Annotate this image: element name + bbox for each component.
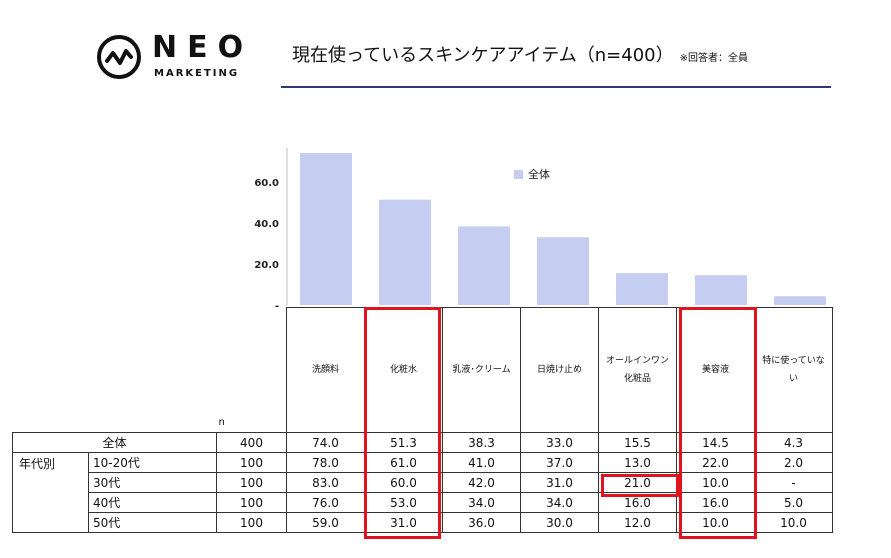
column-header: 日焼け止め xyxy=(520,307,599,433)
bar xyxy=(774,296,826,305)
table-row-total: 全体 400 74.0 51.3 38.3 33.0 15.5 14.5 4.3 xyxy=(12,432,833,453)
cell-value: 10.0 xyxy=(754,512,833,533)
logo-subtitle: MARKETING xyxy=(154,68,240,79)
title-note: ※回答者：全員 xyxy=(679,53,748,64)
cell-value: 13.0 xyxy=(598,452,677,473)
chart-legend: 全体 xyxy=(514,167,550,181)
cell-value: 38.3 xyxy=(442,432,521,453)
title-divider xyxy=(281,86,831,88)
cell-n: 400 xyxy=(216,432,287,453)
table-row: 30代 100 83.0 60.0 42.0 31.0 21.0 10.0 - xyxy=(13,472,833,493)
y-tick-label: 60.0 xyxy=(254,178,279,189)
cell-value: 41.0 xyxy=(442,452,521,473)
neo-marketing-logo: NEO MARKETING xyxy=(96,30,266,84)
row-label: 30代 xyxy=(88,472,217,493)
legend-swatch xyxy=(514,170,523,179)
cell-value: 33.0 xyxy=(520,432,599,453)
cell-value: 74.0 xyxy=(286,432,365,453)
row-label: 50代 xyxy=(88,512,217,533)
legend-label: 全体 xyxy=(528,167,550,181)
cell-value: 42.0 xyxy=(442,472,521,493)
cell-value: 2.0 xyxy=(754,452,833,473)
cell-value: 78.0 xyxy=(286,452,365,473)
bar xyxy=(379,199,431,305)
header-n: n xyxy=(216,307,287,433)
cell-value: 53.0 xyxy=(364,492,443,513)
cell-value: 10.0 xyxy=(676,512,755,533)
cell-n: 100 xyxy=(216,472,287,493)
column-header: 洗顔料 xyxy=(286,307,365,433)
cell-value: 36.0 xyxy=(442,512,521,533)
results-table: n 洗顔料 化粧水 乳液･クリーム 日焼け止め オールインワン化粧品 美容液 特… xyxy=(12,307,833,533)
bar xyxy=(300,153,352,305)
cell-n: 100 xyxy=(216,452,287,473)
y-tick-label: 20.0 xyxy=(254,260,279,271)
cell-value: 16.0 xyxy=(598,492,677,513)
cell-value: 51.3 xyxy=(364,432,443,453)
cell-value: 12.0 xyxy=(598,512,677,533)
group-label: 年代別 xyxy=(12,452,89,533)
cell-value: 31.0 xyxy=(520,472,599,493)
cell-n: 100 xyxy=(216,512,287,533)
column-header: 化粧水 xyxy=(364,307,443,433)
table-row: 50代 100 59.0 31.0 36.0 30.0 12.0 10.0 10… xyxy=(13,512,833,533)
cell-value: 34.0 xyxy=(442,492,521,513)
bar xyxy=(695,275,747,305)
cell-value: 61.0 xyxy=(364,452,443,473)
cell-value: 14.5 xyxy=(676,432,755,453)
bar-chart: - 20.0 40.0 60.0 全体 xyxy=(254,148,826,312)
row-label: 10-20代 xyxy=(88,452,217,473)
bar-series xyxy=(300,153,826,305)
bar xyxy=(616,273,668,305)
bar xyxy=(537,237,589,305)
y-axis: - 20.0 40.0 60.0 xyxy=(254,148,288,312)
cell-value: 31.0 xyxy=(364,512,443,533)
logo-wordmark: NEO xyxy=(152,30,254,65)
row-label: 40代 xyxy=(88,492,217,513)
cell-value: 59.0 xyxy=(286,512,365,533)
cell-value: 21.0 xyxy=(598,472,677,493)
cell-value: 10.0 xyxy=(676,472,755,493)
column-header: 特に使っていない xyxy=(754,307,833,433)
cell-value: 83.0 xyxy=(286,472,365,493)
cell-value: 30.0 xyxy=(520,512,599,533)
page-title: 現在使っているスキンケアアイテム（n=400） ※回答者：全員 xyxy=(292,41,748,67)
bar xyxy=(458,226,510,305)
cell-value: 16.0 xyxy=(676,492,755,513)
logo-pulse-icon xyxy=(97,35,141,79)
column-header: 美容液 xyxy=(676,307,755,433)
y-tick-label: - xyxy=(275,301,279,312)
title-text: 現在使っているスキンケアアイテム（n=400） xyxy=(292,45,674,66)
row-label: 全体 xyxy=(12,432,217,453)
column-header: 乳液･クリーム xyxy=(442,307,521,433)
cell-value: 22.0 xyxy=(676,452,755,473)
y-tick-label: 40.0 xyxy=(254,219,279,230)
cell-value: - xyxy=(754,472,833,493)
cell-value: 76.0 xyxy=(286,492,365,513)
table-row: 40代 100 76.0 53.0 34.0 34.0 16.0 16.0 5.… xyxy=(13,492,833,513)
cell-value: 5.0 xyxy=(754,492,833,513)
table-header-row: n 洗顔料 化粧水 乳液･クリーム 日焼け止め オールインワン化粧品 美容液 特… xyxy=(13,307,833,433)
table-row: 年代別 10-20代 100 78.0 61.0 41.0 37.0 13.0 … xyxy=(12,452,833,533)
header-blank xyxy=(13,308,217,433)
column-header: オールインワン化粧品 xyxy=(598,307,677,433)
cell-value: 37.0 xyxy=(520,452,599,473)
cell-value: 60.0 xyxy=(364,472,443,493)
cell-value: 15.5 xyxy=(598,432,677,453)
cell-value: 4.3 xyxy=(754,432,833,453)
cell-value: 34.0 xyxy=(520,492,599,513)
cell-n: 100 xyxy=(216,492,287,513)
